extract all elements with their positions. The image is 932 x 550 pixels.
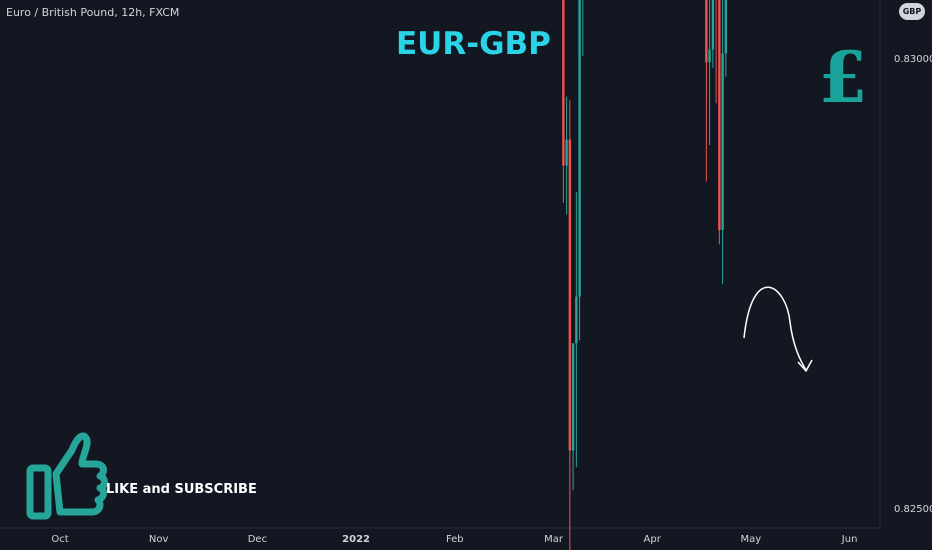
candle-body bbox=[724, 0, 728, 54]
candle-body bbox=[705, 0, 708, 63]
candle-body bbox=[562, 0, 565, 166]
candle-body bbox=[568, 139, 572, 451]
symbol-label[interactable]: Euro / British Pound, 12h, FXCM bbox=[6, 6, 180, 19]
x-tick-label: Feb bbox=[446, 534, 464, 545]
y-tick-label: 0.82500 bbox=[894, 504, 932, 515]
projection-arrow bbox=[743, 286, 807, 371]
chart-title: EUR-GBP bbox=[396, 26, 551, 62]
thumbs-up-icon bbox=[26, 432, 108, 520]
projection-arrowhead bbox=[797, 359, 813, 373]
candle-body bbox=[711, 0, 715, 50]
x-tick-label: Mar bbox=[544, 534, 564, 545]
x-tick-label: Apr bbox=[644, 534, 662, 545]
candle-body bbox=[571, 343, 575, 451]
x-tick-label: May bbox=[741, 534, 762, 545]
y-tick-label: 0.83000 bbox=[894, 54, 932, 65]
x-tick-label: Dec bbox=[248, 534, 267, 545]
candle-body bbox=[578, 0, 581, 297]
x-tick-label: Jun bbox=[841, 534, 858, 545]
currency-badge: GBP bbox=[899, 3, 925, 20]
x-tick-label: Oct bbox=[51, 534, 68, 545]
candle-body bbox=[565, 139, 568, 166]
candle-body bbox=[575, 296, 578, 344]
x-tick-label: Nov bbox=[149, 534, 169, 545]
candle-body bbox=[708, 49, 711, 63]
pound-logo-icon: £ bbox=[819, 36, 868, 119]
candle-body bbox=[721, 53, 724, 230]
like-subscribe-label: LIKE and SUBSCRIBE bbox=[106, 482, 257, 497]
candle-body bbox=[718, 0, 721, 230]
x-tick-label: 2022 bbox=[342, 534, 370, 545]
